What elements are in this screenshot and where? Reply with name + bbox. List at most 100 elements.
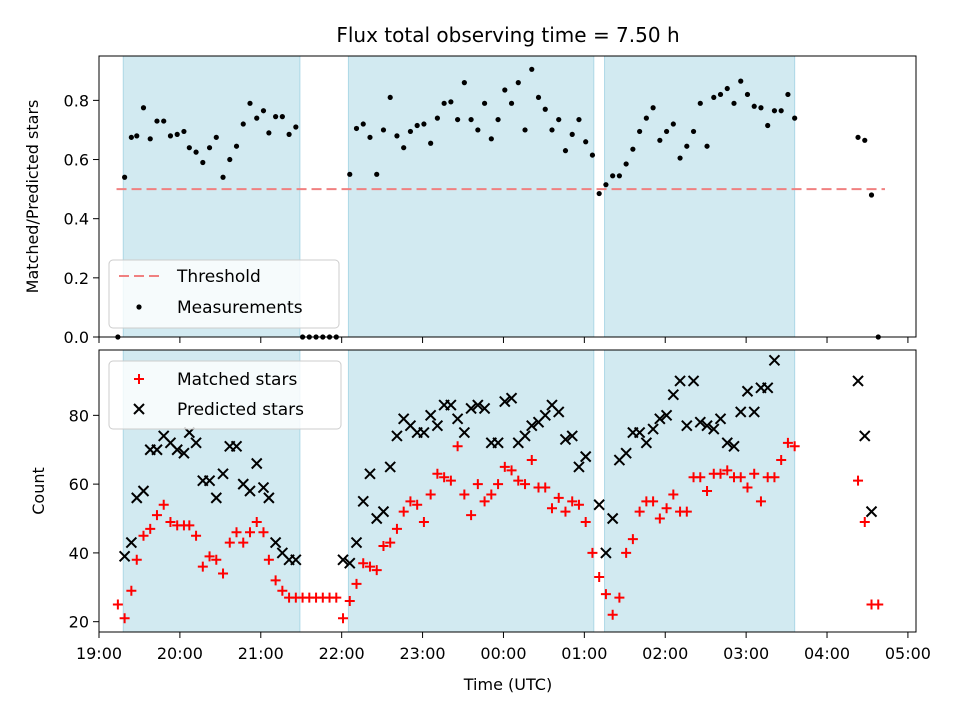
bottom-legend-box bbox=[108, 360, 342, 430]
predicted-star-point bbox=[492, 437, 504, 449]
predicted-star-point bbox=[230, 440, 243, 453]
predicted-star-point bbox=[210, 492, 222, 504]
top-legend: Threshold Measurements bbox=[108, 259, 340, 329]
predicted-star-point bbox=[505, 392, 518, 404]
predicted-star-point bbox=[748, 406, 760, 418]
measurement-point bbox=[220, 174, 226, 180]
measurement-point bbox=[266, 130, 272, 136]
predicted-star-point bbox=[263, 492, 275, 504]
x-tick-label: 03:00 bbox=[723, 644, 769, 663]
matched-star-point bbox=[749, 468, 760, 479]
predicted-star-point bbox=[606, 512, 619, 525]
matched-star-point bbox=[634, 506, 645, 517]
measurement-point bbox=[428, 140, 434, 146]
measurement-point bbox=[360, 121, 366, 127]
measurement-point bbox=[596, 190, 602, 197]
matched-star-point bbox=[251, 516, 262, 527]
predicted-star-point bbox=[539, 409, 551, 422]
x-tick-label: 23:00 bbox=[400, 644, 446, 663]
measurement-point bbox=[663, 128, 670, 135]
legend-predicted-label: Predicted stars bbox=[177, 400, 304, 420]
matched-star-point bbox=[681, 506, 692, 517]
matched-star-point bbox=[782, 437, 793, 448]
y-tick-label: 0.2 bbox=[64, 269, 89, 288]
matched-star-point bbox=[445, 475, 456, 486]
predicted-star-point bbox=[681, 419, 693, 432]
matched-star-point bbox=[112, 599, 123, 610]
matched-star-point bbox=[378, 541, 389, 552]
matched-star-point bbox=[735, 472, 746, 483]
measurement-point bbox=[529, 66, 535, 72]
matched-star-point bbox=[412, 499, 423, 510]
x-tick-label: 01:00 bbox=[561, 644, 607, 663]
predicted-star-point bbox=[667, 388, 680, 401]
measurement-point bbox=[697, 100, 703, 106]
legend-threshold-label: Threshold bbox=[176, 267, 261, 287]
legend-matched-swatch bbox=[134, 374, 144, 384]
legend-matched-label: Matched stars bbox=[177, 370, 297, 390]
matched-stars-series bbox=[112, 437, 884, 624]
measurement-point bbox=[227, 156, 233, 163]
measurement-point bbox=[583, 139, 589, 145]
predicted-star-point bbox=[151, 444, 163, 456]
predicted-star-point bbox=[647, 423, 659, 435]
matched-star-point bbox=[594, 571, 605, 582]
measurement-point bbox=[549, 127, 555, 133]
matched-star-point bbox=[567, 496, 578, 507]
predicted-star-point bbox=[674, 375, 686, 387]
matched-star-point bbox=[452, 441, 463, 452]
matched-star-point bbox=[277, 585, 288, 596]
matched-star-point bbox=[472, 479, 483, 490]
measurement-point bbox=[240, 121, 246, 127]
predicted-star-point bbox=[640, 437, 653, 449]
matched-star-point bbox=[351, 578, 362, 589]
predicted-star-point bbox=[526, 419, 538, 432]
measurement-point bbox=[616, 173, 622, 179]
predicted-star-point bbox=[566, 430, 578, 442]
measurement-point bbox=[387, 94, 393, 101]
predicted-star-point bbox=[269, 536, 282, 549]
measurement-point bbox=[862, 137, 868, 143]
measurement-point bbox=[186, 145, 192, 151]
measurement-point bbox=[407, 128, 414, 135]
predicted-star-point bbox=[633, 426, 646, 439]
measurement-point bbox=[508, 100, 515, 106]
measurement-point bbox=[562, 148, 569, 154]
measurement-point bbox=[657, 137, 663, 143]
predicted-star-point bbox=[553, 406, 565, 418]
matched-star-point bbox=[184, 520, 195, 531]
predicted-star-point bbox=[728, 440, 740, 453]
matched-star-point bbox=[358, 558, 369, 569]
predicted-star-point bbox=[852, 375, 864, 387]
matched-star-point bbox=[621, 547, 632, 558]
measurement-point bbox=[441, 100, 447, 106]
measurement-point bbox=[637, 128, 643, 135]
shaded-interval bbox=[604, 55, 796, 338]
bottom-y-axis-label: Count bbox=[29, 467, 48, 515]
measurement-point bbox=[380, 127, 387, 133]
measurement-point bbox=[751, 103, 757, 109]
y-tick-label: 80 bbox=[69, 406, 89, 425]
measurement-point bbox=[434, 115, 440, 121]
predicted-star-point bbox=[344, 557, 356, 569]
measurement-point bbox=[535, 94, 542, 101]
x-tick-label: 22:00 bbox=[319, 644, 365, 663]
measurement-point bbox=[206, 145, 213, 151]
x-tick-label: 20:00 bbox=[157, 644, 203, 663]
matched-star-point bbox=[600, 589, 611, 600]
matched-star-point bbox=[466, 510, 477, 521]
measurement-point bbox=[247, 100, 253, 106]
matched-star-point bbox=[338, 613, 349, 624]
top-y-axis-label: Matched/Predicted stars bbox=[23, 100, 42, 294]
measurement-point bbox=[181, 128, 187, 135]
measurement-point bbox=[161, 118, 167, 124]
matched-star-point bbox=[695, 472, 706, 483]
matched-star-point bbox=[459, 489, 470, 500]
matched-star-point bbox=[218, 568, 229, 579]
y-tick-label: 0.6 bbox=[64, 151, 89, 170]
matched-star-point bbox=[371, 565, 382, 576]
predicted-star-point bbox=[190, 437, 202, 449]
bottom-panel: 20 40 60 80 19:00 20:00 21:00 22:00 23:00 00:00 01… bbox=[29, 349, 931, 694]
predicted-star-point bbox=[865, 505, 878, 518]
